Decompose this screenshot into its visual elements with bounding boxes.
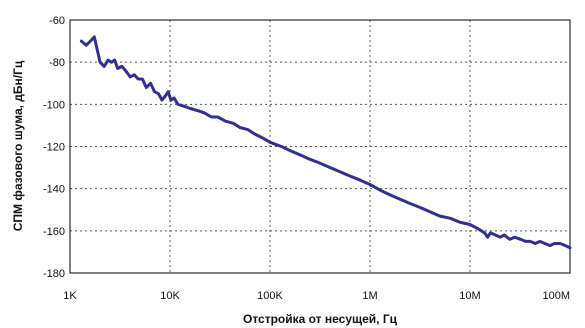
x-tick-label: 10M: [459, 290, 480, 302]
y-axis-label: СПМ фазового шума, дБн/Гц: [11, 60, 25, 231]
y-tick-label: -160: [43, 226, 65, 238]
grid: [70, 20, 570, 273]
x-axis-label: Отстройка от несущей, Гц: [243, 312, 398, 326]
y-tick-label: -100: [43, 99, 65, 111]
y-tick-label: -80: [49, 57, 65, 69]
x-tick-label: 1M: [362, 290, 377, 302]
plot-area-frame: [69, 19, 571, 274]
x-tick-label: 100M: [542, 290, 570, 302]
x-tick-label: 10K: [160, 290, 180, 302]
y-tick-label: -120: [43, 142, 65, 154]
y-tick-label: -180: [43, 268, 65, 280]
x-tick-label: 100K: [257, 290, 283, 302]
x-tick-label: 1K: [63, 290, 77, 302]
y-axis-ticks: -60 -80 -100 -120 -140 -160 -180: [43, 15, 65, 280]
y-tick-label: -140: [43, 184, 65, 196]
y-tick-label: -60: [49, 15, 65, 27]
phase-noise-series-line: [79, 35, 572, 250]
x-axis-ticks: 1K 10K 100K 1M 10M 100M: [63, 290, 570, 302]
